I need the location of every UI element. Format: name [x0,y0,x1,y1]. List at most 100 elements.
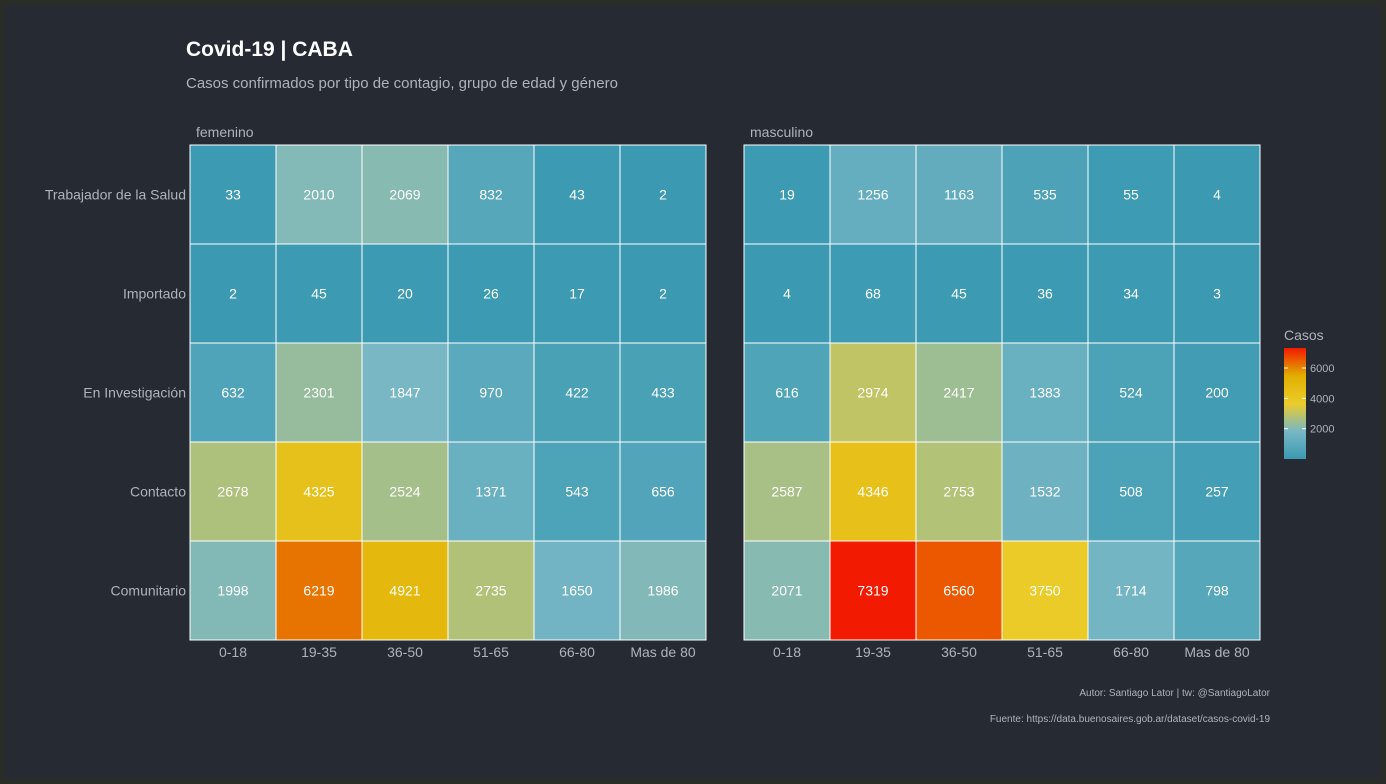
cell-value-label: 3750 [1029,583,1060,599]
cell-value-label: 26 [483,286,499,302]
cell-value-label: 45 [311,286,327,302]
cell-value-label: 2753 [943,484,974,500]
heatmap-cell [1173,342,1261,443]
heatmap-cell [275,144,363,245]
x-tick-label: Mas de 80 [1184,644,1250,660]
heatmap-cell [361,441,449,542]
cell-value-label: 4 [783,286,791,302]
heatmap-cell [1001,441,1089,542]
y-tick-label: Contacto [130,484,186,500]
cell-value-label: 422 [565,385,589,401]
heatmap-cell [743,441,831,542]
heatmap-cell [1087,441,1175,542]
cell-value-label: 970 [479,385,503,401]
heatmap-cell [189,441,277,542]
x-tick-label: 51-65 [473,644,509,660]
cell-value-label: 2974 [857,385,888,401]
x-tick-label: 51-65 [1027,644,1063,660]
cell-value-label: 33 [225,187,241,203]
cell-value-label: 1986 [647,583,678,599]
heatmap-cell [915,342,1003,443]
heatmap-cell [829,342,917,443]
cell-value-label: 2 [659,286,667,302]
x-tick-label: 0-18 [219,644,247,660]
cell-value-label: 1371 [475,484,506,500]
cell-value-label: 543 [565,484,589,500]
heatmap-cell [1173,441,1261,542]
cell-value-label: 1998 [217,583,248,599]
heatmap-cell [619,144,707,245]
cell-value-label: 1847 [389,385,420,401]
legend-tick-label: 4000 [1310,393,1334,405]
cell-value-label: 2524 [389,484,420,500]
cell-value-label: 656 [651,484,675,500]
caption-author: Autor: Santiago Lator | tw: @SantiagoLat… [1079,688,1270,699]
heatmap-cell [189,540,277,641]
cell-value-label: 3 [1213,286,1221,302]
heatmap-cell [361,540,449,641]
cell-value-label: 7319 [857,583,888,599]
cell-value-label: 1163 [944,187,974,203]
heatmap-cell [1001,540,1089,641]
heatmap-cell [447,441,535,542]
cell-value-label: 20 [397,286,413,302]
cell-value-label: 433 [651,385,675,401]
x-tick-label: 66-80 [1113,644,1149,660]
chart-title: Covid-19 | CABA [186,38,353,61]
heatmap-cell [447,243,535,344]
legend-tick-label: 2000 [1310,424,1334,436]
heatmap-cell [275,243,363,344]
cell-value-label: 4921 [389,583,420,599]
heatmap-cell [829,441,917,542]
cell-value-label: 6219 [303,583,334,599]
heatmap-cell [533,540,621,641]
cell-value-label: 4346 [857,484,888,500]
heatmap-cell [361,243,449,344]
heatmap-cell [829,144,917,245]
heatmap-cell [829,540,917,641]
cell-value-label: 798 [1205,583,1229,599]
cell-value-label: 632 [221,385,245,401]
cell-value-label: 45 [951,286,967,302]
cell-value-label: 34 [1123,286,1139,302]
cell-value-label: 2010 [303,187,334,203]
cell-value-label: 535 [1033,187,1057,203]
x-tick-label: Mas de 80 [630,644,696,660]
y-tick-label: Comunitario [111,583,187,599]
cell-value-label: 832 [479,187,503,203]
cell-value-label: 36 [1037,286,1053,302]
heatmap-cell [915,540,1003,641]
heatmap-cell [619,441,707,542]
heatmap-cell [1087,342,1175,443]
heatmap-cell [1173,243,1261,344]
heatmap-cell [1087,540,1175,641]
cell-value-label: 6560 [943,583,974,599]
cell-value-label: 1650 [561,583,592,599]
x-tick-label: 0-18 [773,644,801,660]
cell-value-label: 4 [1213,187,1221,203]
heatmap-cell [189,342,277,443]
heatmap-cell [1087,144,1175,245]
heatmap-cell [275,342,363,443]
heatmap-cell [743,342,831,443]
chart-subtitle: Casos confirmados por tipo de contagio, … [186,75,618,92]
cell-value-label: 2587 [771,484,802,500]
facet-label-femenino: femenino [196,124,254,140]
legend-colorbar [1284,348,1306,459]
x-tick-label: 36-50 [941,644,977,660]
x-tick-label: 19-35 [855,644,891,660]
cell-value-label: 1256 [857,187,888,203]
y-tick-label: Trabajador de la Salud [45,187,186,203]
cell-value-label: 1714 [1115,583,1146,599]
cell-value-label: 2 [659,187,667,203]
heatmap-cell [619,342,707,443]
x-tick-label: 19-35 [301,644,337,660]
heatmap-cell [361,144,449,245]
caption-source: Fuente: https://data.buenosaires.gob.ar/… [989,714,1270,725]
heatmap-cell [1087,243,1175,344]
cell-value-label: 17 [569,286,585,302]
heatmap-cell [619,540,707,641]
cell-value-label: 200 [1205,385,1229,401]
x-tick-label: 36-50 [387,644,423,660]
